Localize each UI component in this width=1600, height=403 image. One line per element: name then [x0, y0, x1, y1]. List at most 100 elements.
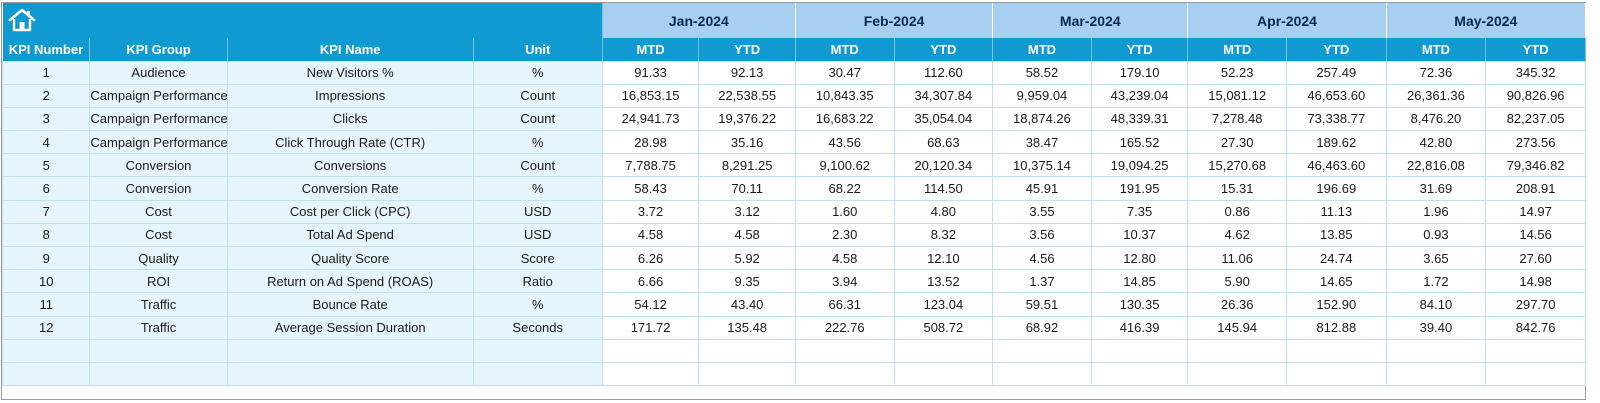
- mtd-value-cell[interactable]: [601, 361, 700, 387]
- ytd-value-cell[interactable]: 8.32: [893, 222, 994, 248]
- mtd-value-cell[interactable]: 26.36: [1187, 292, 1287, 317]
- kpi-number-cell[interactable]: 8: [1, 222, 91, 248]
- mtd-value-cell[interactable]: 9,959.04: [992, 83, 1092, 108]
- ytd-value-cell[interactable]: 46,653.60: [1285, 83, 1387, 108]
- mtd-value-cell[interactable]: 43.56: [794, 130, 895, 155]
- mtd-value-cell[interactable]: 4.58: [794, 245, 895, 271]
- mtd-value-cell[interactable]: 2.30: [794, 222, 895, 248]
- kpi-number-cell[interactable]: 11: [1, 292, 91, 317]
- header-ytd[interactable]: YTD: [894, 38, 994, 61]
- kpi-name-cell[interactable]: Total Ad Spend: [226, 222, 474, 248]
- mtd-value-cell[interactable]: 24,941.73: [601, 106, 700, 132]
- ytd-value-cell[interactable]: 73,338.77: [1285, 106, 1387, 132]
- mtd-value-cell[interactable]: 45.91: [992, 176, 1092, 201]
- kpi-name-cell[interactable]: Conversions: [226, 153, 474, 178]
- kpi-number-cell[interactable]: 5: [1, 153, 91, 178]
- kpi-name-cell[interactable]: Average Session Duration: [226, 315, 474, 340]
- ytd-value-cell[interactable]: 191.95: [1090, 176, 1189, 201]
- ytd-value-cell[interactable]: 3.12: [698, 199, 796, 224]
- kpi-name-cell[interactable]: Cost per Click (CPC): [226, 199, 474, 224]
- ytd-value-cell[interactable]: 842.76: [1485, 315, 1586, 340]
- unit-cell[interactable]: USD: [472, 199, 603, 224]
- ytd-value-cell[interactable]: 43.40: [698, 292, 796, 317]
- kpi-group-cell[interactable]: Campaign Performance: [89, 130, 228, 155]
- mtd-value-cell[interactable]: 22,816.08: [1385, 153, 1487, 178]
- ytd-value-cell[interactable]: 22,538.55: [698, 83, 796, 108]
- header-mtd[interactable]: MTD: [1187, 38, 1287, 61]
- ytd-value-cell[interactable]: 79,346.82: [1485, 153, 1586, 178]
- ytd-value-cell[interactable]: [1090, 361, 1189, 387]
- unit-cell[interactable]: [472, 361, 603, 387]
- kpi-name-cell[interactable]: New Visitors %: [226, 60, 474, 85]
- ytd-value-cell[interactable]: 14.85: [1090, 269, 1189, 294]
- kpi-name-cell[interactable]: [226, 338, 474, 363]
- mtd-value-cell[interactable]: 7,278.48: [1187, 106, 1287, 132]
- unit-cell[interactable]: %: [472, 176, 603, 201]
- mtd-value-cell[interactable]: 68.92: [992, 315, 1092, 340]
- kpi-group-cell[interactable]: Cost: [89, 199, 228, 224]
- kpi-group-cell[interactable]: [89, 361, 228, 387]
- ytd-value-cell[interactable]: 9.35: [698, 269, 796, 294]
- mtd-value-cell[interactable]: 5.90: [1187, 269, 1287, 294]
- kpi-number-cell[interactable]: 3: [1, 106, 91, 132]
- ytd-value-cell[interactable]: 24.74: [1285, 245, 1387, 271]
- mtd-value-cell[interactable]: [794, 338, 895, 363]
- mtd-value-cell[interactable]: 28.98: [601, 130, 700, 155]
- ytd-value-cell[interactable]: 196.69: [1285, 176, 1387, 201]
- ytd-value-cell[interactable]: 14.98: [1485, 269, 1586, 294]
- kpi-number-cell[interactable]: 12: [1, 315, 91, 340]
- mtd-value-cell[interactable]: 3.56: [992, 222, 1092, 248]
- ytd-value-cell[interactable]: 19,376.22: [698, 106, 796, 132]
- ytd-value-cell[interactable]: 179.10: [1090, 60, 1189, 85]
- ytd-value-cell[interactable]: [1285, 338, 1387, 363]
- mtd-value-cell[interactable]: 171.72: [601, 315, 700, 340]
- mtd-value-cell[interactable]: 1.60: [794, 199, 895, 224]
- mtd-value-cell[interactable]: 3.94: [794, 269, 895, 294]
- kpi-group-cell[interactable]: Audience: [89, 60, 228, 85]
- kpi-group-cell[interactable]: Traffic: [89, 292, 228, 317]
- ytd-value-cell[interactable]: 48,339.31: [1090, 106, 1189, 132]
- ytd-value-cell[interactable]: 20,120.34: [893, 153, 994, 178]
- unit-cell[interactable]: Ratio: [472, 269, 603, 294]
- unit-cell[interactable]: USD: [472, 222, 603, 248]
- ytd-value-cell[interactable]: 8,291.25: [698, 153, 796, 178]
- kpi-number-cell[interactable]: [1, 338, 91, 363]
- kpi-name-cell[interactable]: Conversion Rate: [226, 176, 474, 201]
- mtd-value-cell[interactable]: 4.56: [992, 245, 1092, 271]
- mtd-value-cell[interactable]: 59.51: [992, 292, 1092, 317]
- ytd-value-cell[interactable]: 4.58: [698, 222, 796, 248]
- mtd-value-cell[interactable]: 8,476.20: [1385, 106, 1487, 132]
- kpi-name-cell[interactable]: Impressions: [226, 83, 474, 108]
- kpi-name-cell[interactable]: Bounce Rate: [226, 292, 474, 317]
- ytd-value-cell[interactable]: [893, 361, 994, 387]
- ytd-value-cell[interactable]: 208.91: [1485, 176, 1586, 201]
- mtd-value-cell[interactable]: 84.10: [1385, 292, 1487, 317]
- mtd-value-cell[interactable]: [601, 338, 700, 363]
- mtd-value-cell[interactable]: [794, 361, 895, 387]
- header-mtd[interactable]: MTD: [602, 38, 700, 61]
- ytd-value-cell[interactable]: 130.35: [1090, 292, 1189, 317]
- ytd-value-cell[interactable]: 4.80: [893, 199, 994, 224]
- mtd-value-cell[interactable]: 72.36: [1385, 60, 1487, 85]
- mtd-value-cell[interactable]: 4.58: [601, 222, 700, 248]
- mtd-value-cell[interactable]: 11.06: [1187, 245, 1287, 271]
- mtd-value-cell[interactable]: 1.96: [1385, 199, 1487, 224]
- ytd-value-cell[interactable]: 123.04: [893, 292, 994, 317]
- mtd-value-cell[interactable]: 15.31: [1187, 176, 1287, 201]
- ytd-value-cell[interactable]: [893, 338, 994, 363]
- kpi-group-cell[interactable]: Conversion: [89, 153, 228, 178]
- ytd-value-cell[interactable]: 12.80: [1090, 245, 1189, 271]
- mtd-value-cell[interactable]: 42.80: [1385, 130, 1487, 155]
- header-kpi-name[interactable]: KPI Name: [227, 38, 474, 61]
- ytd-value-cell[interactable]: 35,054.04: [893, 106, 994, 132]
- mtd-value-cell[interactable]: 3.55: [992, 199, 1092, 224]
- ytd-value-cell[interactable]: 345.32: [1485, 60, 1586, 85]
- mtd-value-cell[interactable]: 0.93: [1385, 222, 1487, 248]
- header-ytd[interactable]: YTD: [1091, 38, 1189, 61]
- kpi-group-cell[interactable]: Traffic: [89, 315, 228, 340]
- ytd-value-cell[interactable]: [698, 338, 796, 363]
- home-icon[interactable]: [7, 7, 37, 33]
- ytd-value-cell[interactable]: 7.35: [1090, 199, 1189, 224]
- kpi-number-cell[interactable]: 9: [1, 245, 91, 271]
- mtd-value-cell[interactable]: 3.72: [601, 199, 700, 224]
